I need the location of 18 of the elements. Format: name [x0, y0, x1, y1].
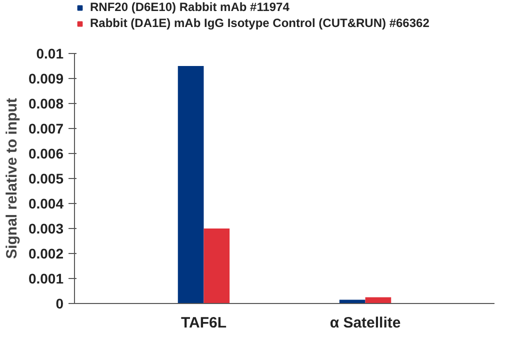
y-tick-label: 0.005 — [28, 170, 64, 186]
legend-label: Rabbit (DA1E) mAb IgG Isotype Control (CUT&RUN) #66362 — [90, 16, 430, 30]
bar — [204, 228, 230, 304]
y-tick-label: 0.009 — [28, 70, 64, 86]
y-tick-label: 0 — [56, 296, 64, 312]
y-tick-label: 0.002 — [28, 246, 64, 262]
y-tick-label: 0.004 — [28, 196, 64, 212]
y-tick-label: 0.007 — [28, 120, 64, 136]
legend-label: RNF20 (D6E10) Rabbit mAb #11974 — [90, 0, 290, 14]
y-tick-label: 0.01 — [36, 46, 64, 62]
x-tick-label: α Satellite — [330, 314, 401, 332]
y-tick-label: 0.003 — [28, 220, 64, 236]
y-tick-label: 0.006 — [28, 146, 64, 162]
y-tick-label: 0.001 — [28, 270, 64, 286]
x-tick-label: TAF6L — [180, 314, 227, 332]
y-tick-label: 0.008 — [28, 96, 64, 112]
bar — [178, 66, 204, 304]
y-axis-title: Signal relative to input — [3, 98, 20, 259]
